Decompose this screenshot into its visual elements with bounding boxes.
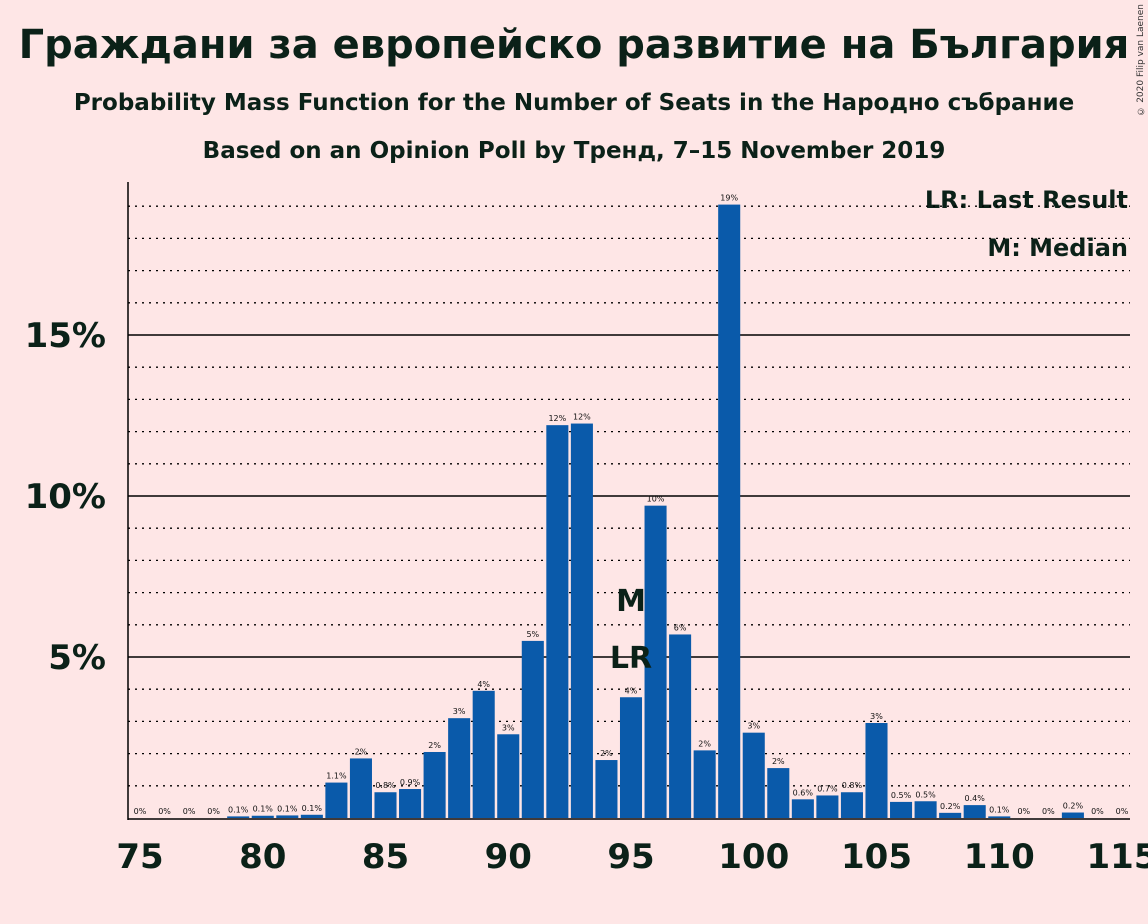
- chart-title: Граждани за европейско развитие на Бълга…: [18, 22, 1130, 68]
- bar: [718, 204, 741, 819]
- bar-value-label: 4%: [625, 686, 638, 695]
- bar-value-label: 0%: [207, 807, 220, 816]
- bar-value-label: 0.9%: [400, 778, 421, 787]
- x-tick-label: 95: [607, 837, 654, 877]
- bar-value-label: 0.8%: [375, 781, 396, 790]
- bar: [399, 789, 422, 818]
- bar-value-label: 0.1%: [253, 805, 274, 814]
- y-tick-label: 15%: [25, 316, 106, 356]
- y-tick-label: 5%: [48, 638, 106, 678]
- bar: [1061, 812, 1084, 818]
- bar: [595, 760, 618, 818]
- bar-value-label: 0.1%: [228, 805, 249, 814]
- bar: [669, 634, 692, 818]
- x-tick-label: 105: [841, 837, 912, 877]
- bar: [791, 799, 814, 818]
- bar-value-label: 19%: [720, 194, 738, 203]
- bar: [619, 697, 643, 818]
- chart-subtitle-source: Based on an Opinion Poll by Тренд, 7–15 …: [202, 138, 946, 164]
- bar-value-label: 0.8%: [842, 781, 863, 790]
- bar: [546, 425, 569, 818]
- bar-value-label: 2%: [772, 757, 785, 766]
- x-tick-label: 80: [239, 837, 286, 877]
- bar-value-label: 0.2%: [1063, 802, 1084, 811]
- bar: [448, 718, 471, 818]
- bar: [767, 768, 790, 818]
- bar: [865, 723, 888, 818]
- bar-value-label: 0%: [1042, 807, 1055, 816]
- bar: [497, 734, 520, 818]
- bar: [988, 816, 1011, 818]
- bar: [325, 782, 348, 818]
- last-result-marker: LR: [610, 641, 652, 676]
- bar: [914, 801, 937, 818]
- bar: [349, 758, 372, 818]
- bar-value-label: 0.4%: [965, 794, 986, 803]
- x-tick-label: 100: [718, 837, 789, 877]
- bar-value-label: 2%: [600, 749, 613, 758]
- bar-value-label: 2%: [428, 741, 441, 750]
- bar: [374, 792, 397, 818]
- bar-value-label: 12%: [573, 413, 591, 422]
- bar-value-label: 0%: [183, 807, 196, 816]
- bar: [644, 505, 667, 818]
- bar-value-label: 2%: [355, 747, 368, 756]
- bar-value-label: 1.1%: [326, 772, 347, 781]
- y-tick-label: 10%: [25, 477, 106, 517]
- bar: [251, 815, 274, 818]
- bar-value-label: 4%: [477, 680, 490, 689]
- bar: [840, 792, 863, 818]
- bar: [570, 423, 593, 818]
- bar: [472, 690, 495, 818]
- bar: [939, 812, 962, 818]
- bar-value-label: 0%: [1116, 807, 1129, 816]
- bar: [963, 805, 986, 818]
- bar-value-label: 3%: [747, 722, 760, 731]
- bar-value-label: 10%: [647, 495, 665, 504]
- bar: [742, 732, 765, 818]
- bar: [423, 751, 446, 818]
- x-tick-label: 115: [1087, 837, 1148, 877]
- bar-value-label: 2%: [698, 739, 711, 748]
- bar-value-label: 12%: [548, 414, 566, 423]
- bar-value-label: 0.2%: [940, 802, 961, 811]
- bar: [693, 750, 716, 818]
- x-tick-label: 110: [964, 837, 1035, 877]
- bar-value-label: 0.7%: [817, 784, 838, 793]
- median-marker: M: [616, 584, 646, 619]
- bar-value-label: 0%: [158, 807, 171, 816]
- bar-value-label: 5%: [526, 630, 539, 639]
- x-tick-label: 90: [485, 837, 532, 877]
- bar: [816, 795, 839, 818]
- bar: [521, 640, 544, 818]
- bar-value-label: 3%: [870, 712, 883, 721]
- bar: [276, 815, 299, 818]
- bar-value-label: 0.6%: [793, 788, 814, 797]
- bar-value-label: 0.1%: [302, 804, 323, 813]
- bar-value-label: 0.1%: [989, 805, 1010, 814]
- x-tick-label: 75: [116, 837, 163, 877]
- bar-value-label: 0%: [1017, 807, 1030, 816]
- bar-value-label: 0%: [1091, 807, 1104, 816]
- bar: [300, 814, 323, 818]
- bar-value-label: 0.5%: [891, 791, 912, 800]
- bar-value-label: 3%: [502, 723, 515, 732]
- bar-value-label: 0.5%: [915, 790, 936, 799]
- bar: [890, 801, 913, 818]
- bar-value-label: 6%: [674, 623, 687, 632]
- bar-value-label: 0.1%: [277, 804, 298, 813]
- legend-last-result: LR: Last Result: [924, 186, 1128, 214]
- x-tick-label: 85: [362, 837, 409, 877]
- bar-value-label: 3%: [453, 707, 466, 716]
- bar: [227, 816, 250, 818]
- chart-subtitle: Probability Mass Function for the Number…: [73, 90, 1075, 116]
- bar-value-label: 0%: [134, 807, 147, 816]
